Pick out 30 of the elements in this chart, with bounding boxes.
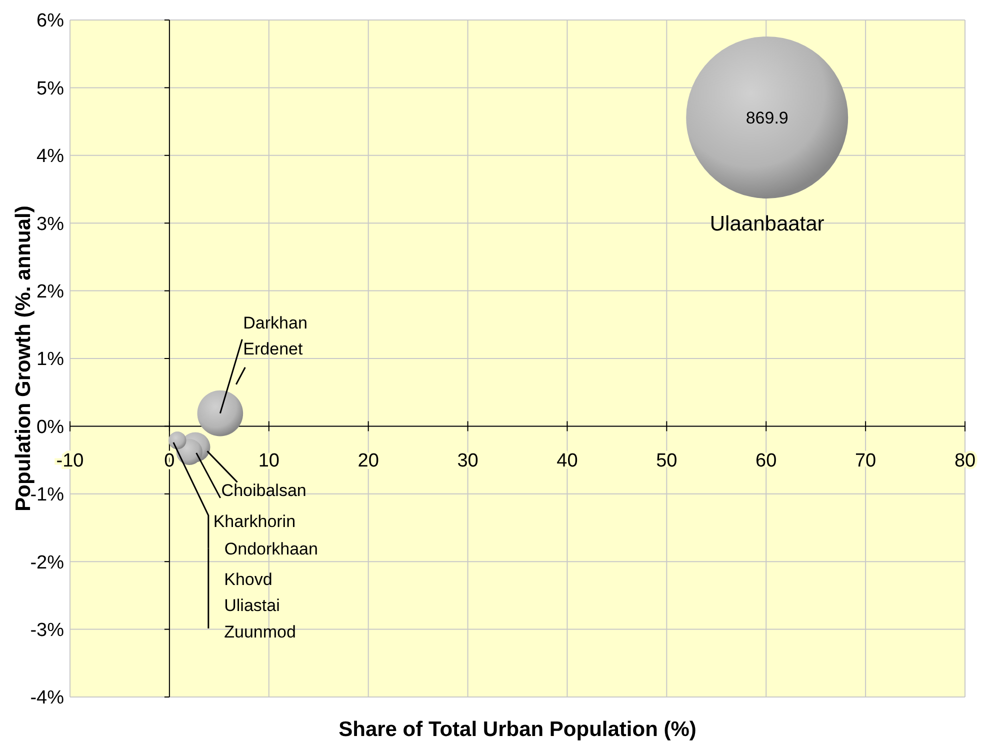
annotation: Ondorkhaan: [224, 539, 318, 558]
y-tick-label: -4%: [30, 688, 64, 709]
annotation: Darkhan: [243, 313, 308, 332]
y-tick-label: 2%: [36, 281, 64, 302]
annotation: Erdenet: [243, 339, 303, 358]
y-tick-label: 5%: [36, 78, 64, 100]
x-tick-label: 20: [358, 450, 379, 472]
x-axis-title: Share of Total Urban Population (%): [338, 718, 696, 741]
y-tick-label: 1%: [36, 349, 64, 370]
y-tick-label: 0%: [36, 416, 64, 438]
x-tick-label: 30: [457, 450, 478, 472]
annotation: Khovd: [224, 570, 272, 590]
y-tick-label: -3%: [30, 620, 64, 641]
x-tick-label: 80: [954, 450, 976, 472]
y-tick-label: 3%: [36, 214, 64, 235]
y-tick-label: -2%: [30, 552, 64, 574]
annotation: Zuunmod: [224, 622, 296, 642]
annotation: Ulaanbaatar: [710, 212, 824, 236]
x-tick-label: 10: [258, 450, 280, 472]
annotation: Uliastai: [224, 596, 280, 615]
x-tick-label: 70: [854, 450, 876, 472]
x-tick-label: 50: [656, 450, 678, 472]
annotation: Choibalsan: [221, 481, 306, 500]
annotation: Kharkhorin: [213, 512, 296, 531]
x-tick-label: -10: [56, 450, 84, 472]
x-tick-label: 60: [756, 450, 777, 472]
x-tick-label: 40: [556, 450, 578, 472]
y-tick-label: 6%: [36, 10, 64, 32]
annotation: 869.9: [746, 108, 788, 128]
y-tick-label: 4%: [36, 146, 64, 168]
